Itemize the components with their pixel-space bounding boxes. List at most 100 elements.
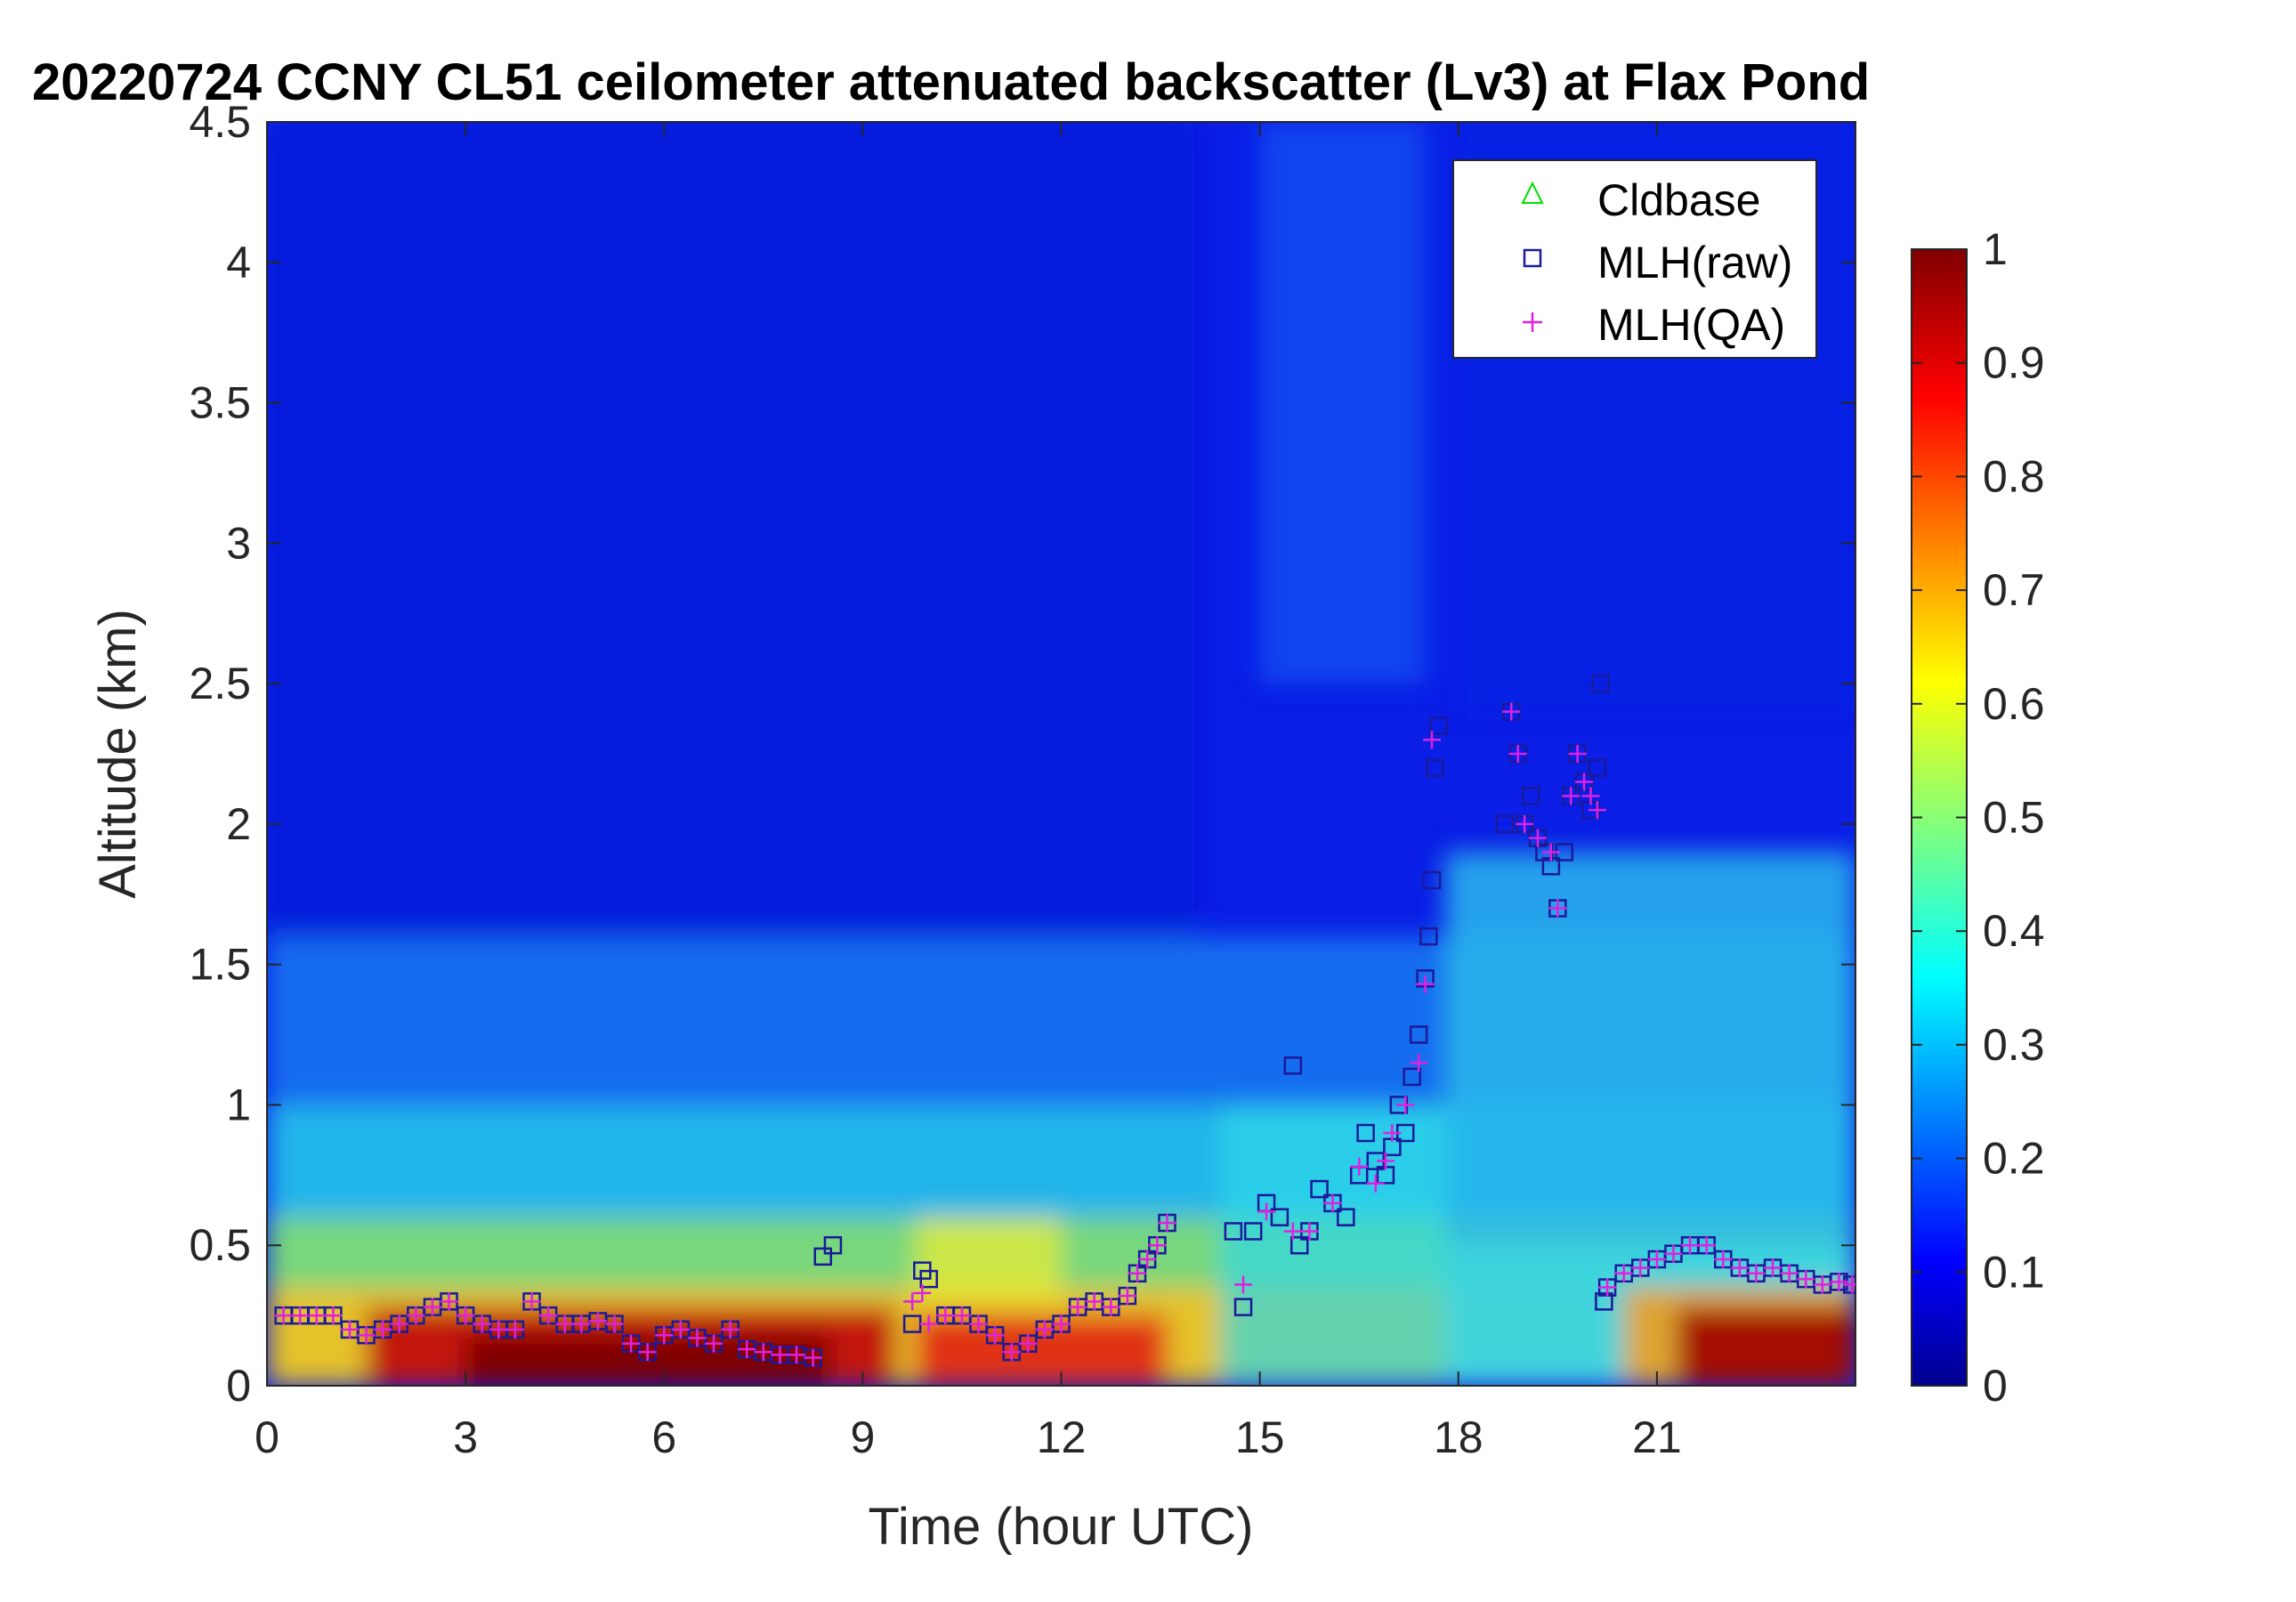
mlh-qa-marker	[913, 1283, 932, 1302]
mlh-raw-marker	[1283, 1056, 1303, 1075]
mlh-qa-marker	[1366, 1174, 1385, 1193]
y-tick-label: 3	[226, 518, 251, 568]
mlh-qa-marker	[1647, 1250, 1666, 1268]
mlh-qa-marker	[539, 1307, 558, 1325]
colorbar-tick-label: 0.3	[1983, 1020, 2045, 1070]
mlh-qa-marker	[788, 1346, 805, 1364]
y-tick-label: 3.5	[189, 378, 251, 428]
mlh-raw-marker	[1595, 1292, 1613, 1311]
mlh-qa-marker	[1697, 1236, 1716, 1255]
mlh-qa-marker	[1830, 1273, 1848, 1291]
mlh-qa-marker	[1257, 1202, 1276, 1221]
mlh-raw-marker	[1522, 787, 1540, 805]
mlh-qa-marker	[1002, 1343, 1021, 1362]
mlh-qa-marker	[1158, 1213, 1176, 1232]
mlh-qa-marker	[1376, 1152, 1395, 1170]
mlh-raw-marker	[1591, 674, 1610, 693]
mlh-qa-marker	[407, 1307, 425, 1325]
mlh-qa-marker	[505, 1320, 524, 1339]
heatmap-band	[1259, 122, 1426, 684]
mlh-raw-marker	[1495, 814, 1515, 834]
mlh-qa-marker	[1502, 702, 1521, 721]
mlh-qa-marker	[1416, 975, 1435, 993]
legend: Cldbase MLH(raw) MLH(QA)	[1452, 159, 1817, 359]
mlh-raw-marker	[823, 1235, 843, 1255]
x-axis-ticks: 0 3 6 9 12 15 18 21	[255, 122, 1682, 1462]
mlh-qa-marker	[1508, 745, 1527, 763]
mlh-qa-marker	[1516, 814, 1534, 833]
legend-marker-cldbase	[1521, 181, 1544, 204]
mlh-qa-marker	[903, 1292, 922, 1311]
mlh-qa-marker	[1681, 1236, 1700, 1255]
mlh-qa-marker	[1138, 1250, 1157, 1268]
mlh-qa-marker	[1548, 899, 1567, 918]
mlh-qa-marker	[1035, 1320, 1054, 1339]
x-axis-label: Time (hour UTC)	[869, 1498, 1254, 1556]
mlh-qa-marker	[1813, 1275, 1831, 1294]
mlh-raw-marker	[1337, 1208, 1355, 1226]
x-tick-label: 6	[651, 1412, 676, 1462]
heatmap-blobs	[267, 122, 1855, 1386]
mlh-qa-marker	[307, 1307, 326, 1325]
x-tick-label: 3	[453, 1412, 478, 1462]
mlh-raw-marker	[1429, 716, 1448, 735]
mlh-qa-marker	[440, 1292, 458, 1311]
mlh-qa-marker	[489, 1320, 508, 1339]
mlh-qa-marker	[1069, 1298, 1087, 1316]
mlh-raw-marker	[1356, 1123, 1375, 1143]
mlh-qa-marker	[1148, 1236, 1167, 1255]
x-tick-label: 15	[1235, 1412, 1285, 1462]
mlh-raw-marker	[919, 1269, 938, 1289]
mlh-qa-marker	[588, 1312, 607, 1331]
mlh-qa-marker	[1568, 745, 1587, 763]
mlh-qa-marker	[705, 1334, 724, 1353]
y-tick-label: 4.5	[189, 97, 251, 147]
mlh-raw-marker	[1310, 1179, 1329, 1199]
mlh-qa-marker	[1631, 1258, 1650, 1277]
heatmap-band	[1220, 1104, 1445, 1386]
mlh-raw-marker	[1270, 1208, 1289, 1226]
mlh-raw-marker	[813, 1247, 832, 1266]
y-axis-label: Altitude (km)	[89, 609, 147, 899]
mlh-qa-marker	[1410, 1054, 1428, 1072]
mlh-qa-marker	[1300, 1222, 1319, 1241]
mlh-qa-marker	[1052, 1315, 1071, 1333]
legend-marker-mlh-raw	[1523, 248, 1542, 268]
mlh-qa-marker	[754, 1343, 772, 1362]
mlh-raw-marker	[1224, 1222, 1243, 1241]
mlh-qa-marker	[638, 1343, 657, 1362]
mlh-qa-marker	[1085, 1292, 1104, 1311]
x-tick-label: 12	[1037, 1412, 1087, 1462]
mlh-qa-marker	[1714, 1250, 1733, 1268]
mlh-qa-marker	[986, 1326, 1005, 1345]
y-tick-label: 0	[226, 1361, 251, 1411]
mlh-qa-marker	[1780, 1264, 1799, 1282]
mlh-qa-marker	[457, 1307, 475, 1325]
colorbar-tick-label: 0.9	[1983, 338, 2045, 388]
mlh-qa-marker	[1350, 1157, 1369, 1176]
mlh-qa-marker	[357, 1326, 376, 1345]
mlh-qa-marker	[1128, 1264, 1147, 1282]
mlh-qa-marker	[1747, 1264, 1766, 1282]
chart-title: 20220724 CCNY CL51 ceilometer attenuated…	[32, 53, 1870, 111]
mlh-qa-marker	[1614, 1264, 1633, 1282]
mlh-qa-marker	[374, 1320, 392, 1339]
mlh-qa-marker	[423, 1298, 441, 1316]
mlh-qa-marker	[1234, 1275, 1253, 1294]
x-tick-label: 9	[850, 1412, 875, 1462]
mlh-qa-marker	[688, 1329, 707, 1347]
mlh-qa-marker	[1541, 843, 1560, 862]
mlh-qa-marker	[919, 1315, 938, 1333]
mlh-raw-marker	[1426, 758, 1444, 778]
colorbar-tick-label: 0	[1983, 1361, 2008, 1411]
mlh-qa-marker	[952, 1307, 971, 1325]
mlh-qa-marker	[1843, 1275, 1855, 1294]
legend-label-mlh-qa: MLH(QA)	[1597, 300, 1785, 350]
mlh-qa-marker	[522, 1292, 541, 1311]
mlh-qa-marker	[340, 1320, 359, 1339]
mlh-raw-marker	[1409, 1025, 1428, 1044]
colorbar-tick-label: 0.1	[1983, 1247, 2045, 1297]
mlh-raw-marker	[1422, 870, 1442, 890]
heatmap-band	[915, 1315, 1168, 1386]
